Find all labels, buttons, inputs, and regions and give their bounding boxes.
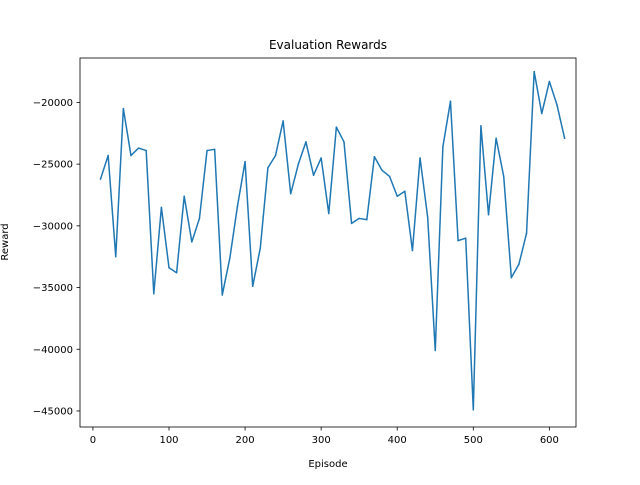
data-point <box>396 195 398 197</box>
data-point <box>244 160 246 163</box>
data-point <box>350 222 353 225</box>
data-point <box>297 163 300 165</box>
data-point <box>267 167 269 169</box>
data-point <box>457 239 459 242</box>
data-point <box>259 247 262 249</box>
data-point <box>495 137 497 139</box>
data-point <box>426 216 429 218</box>
series-line-0 <box>99 70 566 411</box>
data-point <box>510 276 513 279</box>
data-point <box>282 120 284 122</box>
data-point <box>168 267 170 269</box>
data-point <box>556 104 558 106</box>
data-point <box>115 255 117 258</box>
y-tick-label: −45000 <box>33 406 73 417</box>
data-point <box>541 112 543 115</box>
x-tick-label: 100 <box>159 435 178 446</box>
y-tick-label: −30000 <box>33 221 73 232</box>
data-point <box>130 154 132 157</box>
data-point <box>335 126 338 128</box>
data-point <box>487 213 490 216</box>
data-point <box>206 149 208 152</box>
data-point <box>312 174 315 176</box>
data-point <box>213 148 216 151</box>
y-tick-label: −40000 <box>33 345 73 356</box>
data-point <box>472 408 475 411</box>
data-point <box>419 157 421 159</box>
data-point <box>502 175 505 178</box>
data-point <box>548 80 551 83</box>
data-point <box>518 263 520 265</box>
y-axis-label: Reward <box>0 223 11 260</box>
plot-area <box>99 70 566 411</box>
chart-title: Evaluation Rewards <box>269 38 387 52</box>
x-tick-label: 0 <box>90 435 96 446</box>
data-point <box>442 146 444 148</box>
data-point <box>343 141 345 143</box>
data-point <box>107 154 109 157</box>
data-point <box>122 107 125 110</box>
data-point <box>160 206 163 209</box>
data-point <box>449 100 452 102</box>
data-point <box>274 154 277 157</box>
data-point <box>191 241 193 243</box>
data-point <box>434 349 437 352</box>
data-point <box>198 217 201 220</box>
data-point <box>404 190 406 193</box>
data-point <box>221 294 224 296</box>
data-point <box>236 205 239 207</box>
data-point <box>229 257 231 259</box>
data-point <box>388 175 391 178</box>
data-point <box>464 237 467 239</box>
data-point <box>328 212 330 215</box>
data-point <box>251 285 254 288</box>
data-point <box>183 195 185 197</box>
axes-frame <box>79 57 577 428</box>
data-point <box>358 217 360 220</box>
data-point <box>381 169 383 172</box>
data-point <box>373 155 376 158</box>
x-tick-label: 200 <box>236 435 255 446</box>
data-point <box>137 147 140 149</box>
data-point <box>480 125 482 127</box>
data-point <box>411 249 414 252</box>
y-tick-label: −20000 <box>33 98 73 109</box>
data-point <box>145 149 147 152</box>
data-point <box>153 292 155 295</box>
x-tick-label: 500 <box>464 435 483 446</box>
data-point <box>175 271 178 274</box>
data-point <box>305 141 307 143</box>
data-point <box>320 157 322 159</box>
y-tick-label: −35000 <box>33 283 73 294</box>
x-axis-label: Episode <box>308 459 347 470</box>
x-tick-label: 300 <box>312 435 331 446</box>
data-point <box>525 232 528 234</box>
data-point <box>289 193 292 195</box>
data-point <box>533 70 535 73</box>
data-point <box>563 137 566 139</box>
y-tick-label: −25000 <box>33 160 73 171</box>
x-tick-label: 400 <box>388 435 407 446</box>
data-point <box>366 218 368 221</box>
x-tick-label: 600 <box>540 435 559 446</box>
data-point <box>99 178 102 180</box>
